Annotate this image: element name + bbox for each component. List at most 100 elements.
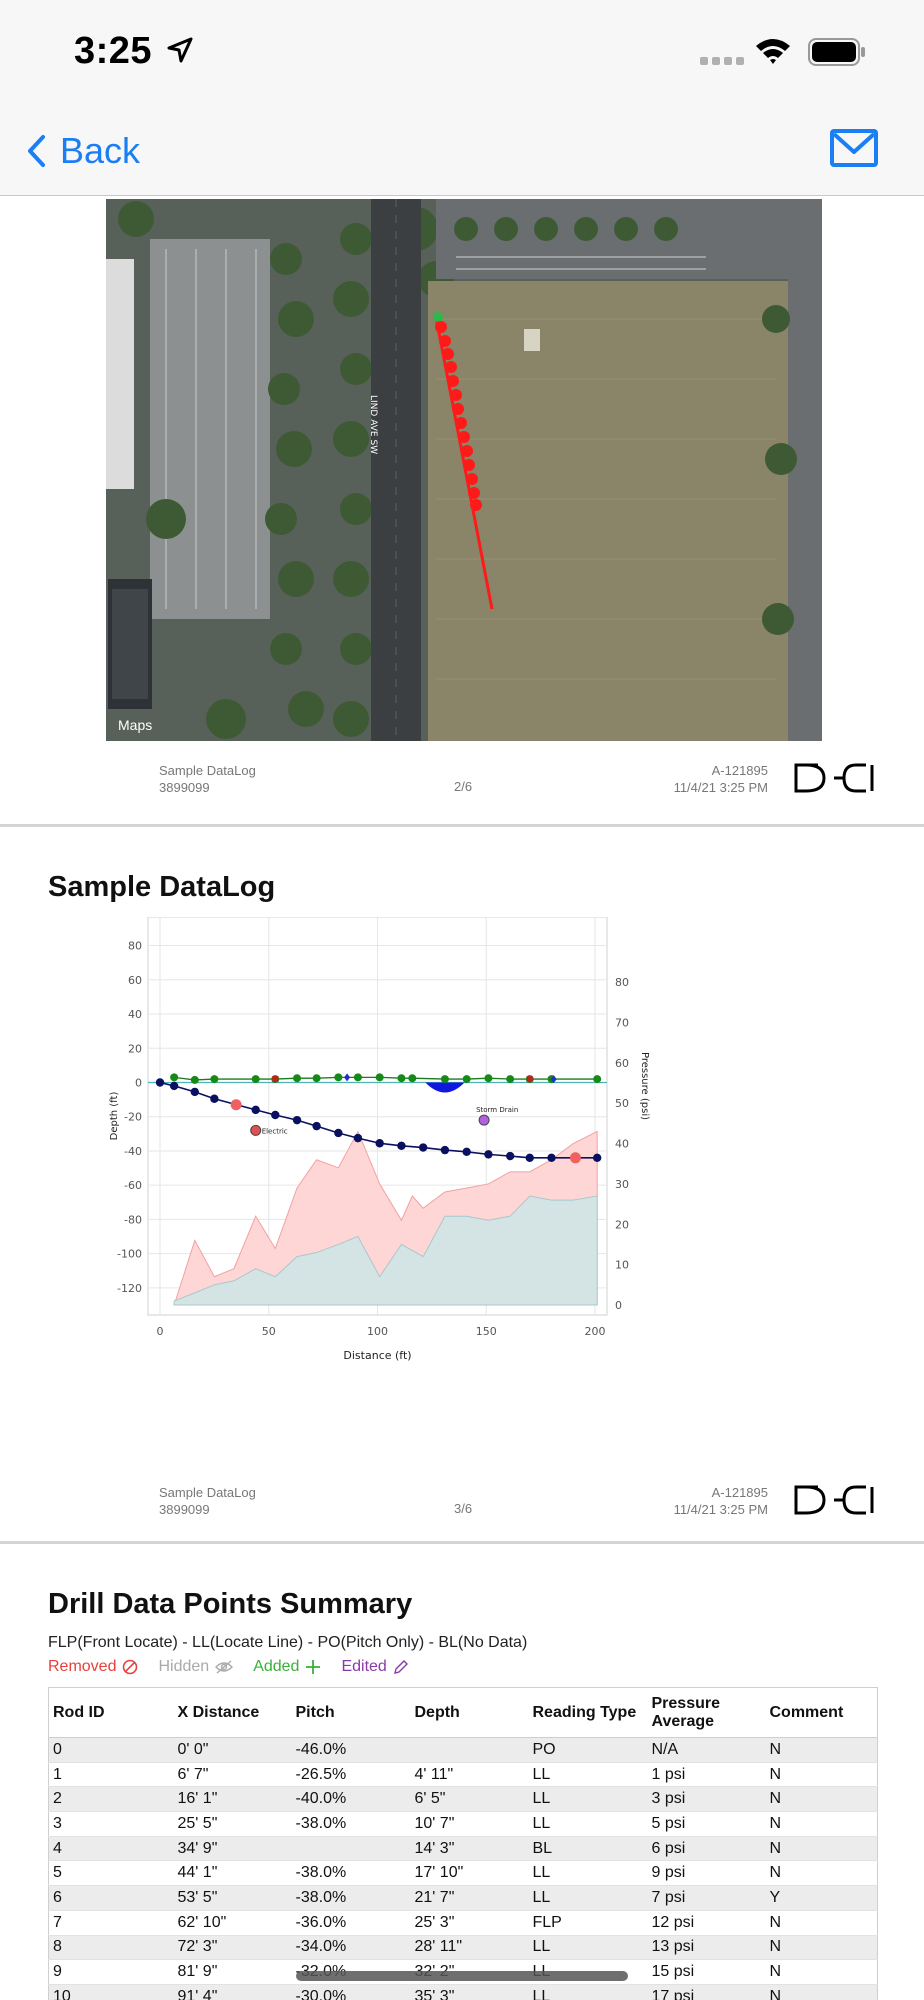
report-content[interactable]: LIND AVE SW: [0, 197, 924, 2000]
utility-marker: [250, 1124, 262, 1136]
street-label: LIND AVE SW: [368, 395, 378, 454]
bore-point: [592, 1153, 602, 1162]
legend-hidden: Hidden: [158, 1658, 234, 1676]
legend-removed-label: Removed: [48, 1658, 117, 1675]
table-cell: 7 psi: [647, 1885, 766, 1911]
satellite-map[interactable]: LIND AVE SW: [106, 199, 822, 741]
col-depth: Depth: [410, 1687, 529, 1738]
col-pitch: Pitch: [291, 1687, 411, 1738]
status-time: 3:25: [74, 30, 153, 72]
footer-right: A-121895 11/4/21 3:25 PM: [674, 1484, 768, 1518]
surface-point: [375, 1073, 384, 1082]
surface-marker: [550, 1075, 557, 1084]
table-cell: N: [765, 1836, 878, 1862]
table-row[interactable]: 0 0' 0" -46.0% PO N/A N: [48, 1737, 878, 1763]
bore-point: [547, 1153, 556, 1162]
x-tick-label: 150: [476, 1325, 497, 1338]
y-tick-label: -60: [124, 1179, 142, 1192]
table-cell: 2: [48, 1786, 174, 1813]
table-cell: 4: [48, 1836, 174, 1862]
table-cell: 4' 11": [410, 1762, 529, 1788]
table-cell: LL: [528, 1935, 648, 1961]
map-image: LIND AVE SW: [106, 199, 822, 741]
table-row[interactable]: 7 62' 10" -36.0% 25' 3" FLP 12 psi N: [48, 1910, 878, 1936]
pencil-icon: [393, 1660, 408, 1674]
table-cell: 13 psi: [647, 1935, 766, 1961]
obstacle-shape: [425, 1082, 465, 1093]
bore-point: [334, 1128, 343, 1138]
surface-point: [397, 1074, 406, 1083]
bore-point: [251, 1105, 260, 1115]
table-row[interactable]: 3 25' 5" -38.0% 10' 7" LL 5 psi N: [48, 1811, 878, 1837]
footer-serial: A-121895: [711, 1485, 768, 1500]
col-x-distance: X Distance: [173, 1687, 292, 1738]
col-rod-id: Rod ID: [48, 1687, 174, 1738]
surface-point: [593, 1075, 602, 1084]
table-row[interactable]: 8 72' 3" -34.0% 28' 11" LL 13 psi N: [48, 1935, 878, 1961]
table-cell: [291, 1836, 411, 1862]
table-row[interactable]: 2 16' 1" -40.0% 6' 5" LL 3 psi N: [48, 1786, 878, 1813]
table-cell: 81' 9": [173, 1959, 292, 1985]
table-cell: 6: [48, 1885, 174, 1911]
utility-label: Electric: [262, 1127, 288, 1135]
table-cell: 53' 5": [173, 1885, 292, 1911]
y-tick-label: -40: [124, 1145, 142, 1158]
surface-point: [484, 1074, 493, 1083]
table-cell: -30.0%: [291, 1984, 411, 2000]
table-cell: LL: [528, 1860, 648, 1887]
pressure-avg-area: [173, 1195, 598, 1306]
table-cell: -38.0%: [291, 1885, 411, 1911]
table-row[interactable]: 6 53' 5" -38.0% 21' 7" LL 7 psi Y: [48, 1885, 878, 1911]
table-row[interactable]: 10 91' 4" -30.0% 35' 3" LL 17 psi N: [48, 1984, 878, 2000]
col-comment: Comment: [765, 1687, 878, 1738]
y2-tick-label: 50: [615, 1097, 629, 1110]
y2-axis-label: Pressure (psi): [639, 1052, 650, 1120]
table-cell: -46.0%: [291, 1737, 411, 1763]
y2-tick-label: 20: [615, 1218, 629, 1231]
summary-title: Drill Data Points Summary: [48, 1588, 413, 1620]
dci-logo-icon: [794, 763, 874, 793]
bore-point: [210, 1094, 219, 1103]
footer-title: Sample DataLog: [159, 1485, 256, 1500]
table-cell: 1: [48, 1762, 174, 1788]
mail-icon[interactable]: [830, 128, 878, 168]
y-tick-label: -120: [117, 1282, 142, 1295]
table-cell: N: [765, 1811, 878, 1837]
footer-datetime: 11/4/21 3:25 PM: [673, 1502, 768, 1517]
table-cell: 15 psi: [647, 1959, 766, 1985]
table-cell: LL: [528, 1762, 648, 1788]
table-row[interactable]: 4 34' 9" 14' 3" BL 6 psi N: [48, 1836, 878, 1862]
battery-icon: [808, 38, 865, 66]
utility-marker: [478, 1114, 490, 1126]
footer-title: Sample DataLog: [159, 763, 256, 778]
table-cell: 3: [48, 1811, 174, 1837]
table-cell: 9 psi: [647, 1860, 766, 1887]
wifi-icon: [756, 39, 790, 64]
table-cell: 62' 10": [173, 1910, 292, 1936]
footer-left: Sample DataLog 3899099: [159, 1484, 256, 1518]
bore-point: [525, 1153, 534, 1162]
footer-job-id: 3899099: [159, 1502, 210, 1517]
bore-point: [462, 1147, 471, 1157]
table-row[interactable]: 5 44' 1" -38.0% 17' 10" LL 9 psi N: [48, 1860, 878, 1887]
table-cell: N: [765, 1737, 878, 1763]
surface-point: [210, 1075, 219, 1084]
table-cell: 72' 3": [173, 1935, 292, 1961]
table-row[interactable]: 1 6' 7" -26.5% 4' 11" LL 1 psi N: [48, 1762, 878, 1788]
y-tick-label: 40: [128, 1008, 142, 1021]
table-cell: 7: [48, 1910, 174, 1936]
bore-point: [312, 1121, 321, 1131]
home-indicator[interactable]: [296, 1971, 628, 1981]
dci-logo-icon: [794, 1485, 874, 1515]
y-tick-label: -80: [124, 1213, 142, 1226]
table-cell: 28' 11": [410, 1935, 529, 1961]
table-cell: -26.5%: [291, 1762, 411, 1788]
signal-dots-icon: [700, 57, 744, 65]
y2-tick-label: 60: [615, 1057, 629, 1070]
back-button-label: Back: [60, 130, 141, 171]
back-button[interactable]: Back: [26, 126, 140, 176]
footer-left: Sample DataLog 3899099: [159, 762, 256, 796]
y-tick-label: 20: [128, 1042, 142, 1055]
footer-job-id: 3899099: [159, 780, 210, 795]
table-cell: N: [765, 1910, 878, 1936]
